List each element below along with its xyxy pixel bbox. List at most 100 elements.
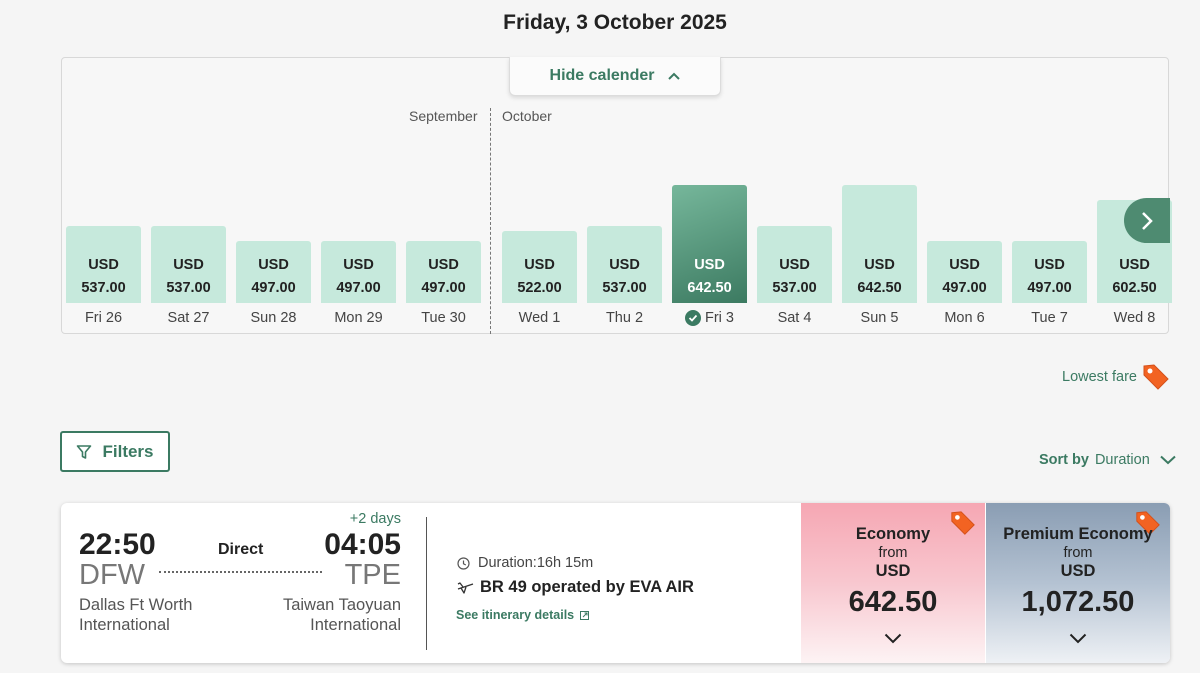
day-label-text: Wed 1 — [518, 310, 561, 326]
day-label[interactable]: Wed 8 — [1097, 310, 1172, 326]
chevron-up-icon — [668, 72, 681, 80]
day-label-text: Tue 7 — [1031, 310, 1068, 326]
lowest-fare-legend: Lowest fare — [1062, 362, 1171, 392]
day-label[interactable]: Fri 26 — [66, 310, 141, 326]
check-icon — [685, 310, 701, 326]
itinerary-details-link[interactable]: See itinerary details — [456, 608, 590, 622]
itinerary-link-label: See itinerary details — [456, 608, 575, 622]
fare-cabin: Economy — [855, 525, 931, 543]
bar-price: 537.00 — [81, 279, 126, 296]
price-bar[interactable]: USD 537.00 — [151, 225, 226, 303]
bar-price: 497.00 — [942, 280, 987, 296]
day-label[interactable]: Fri 3 — [672, 310, 747, 326]
day-label-text: Mon 6 — [944, 310, 985, 326]
operated-by: BR 49 operated by EVA AIR — [457, 578, 694, 597]
price-bar[interactable]: USD 642.50 — [672, 185, 747, 303]
bar-currency: USD — [258, 257, 289, 273]
hide-calendar-label: Hide calender — [549, 67, 655, 84]
day-label-text: Sun 28 — [250, 310, 297, 326]
chevron-down-icon — [1160, 455, 1176, 465]
fare-premium-economy[interactable]: Premium Economy from USD 1,072.50 — [986, 503, 1170, 663]
bar-currency: USD — [609, 256, 640, 273]
day-label-text: Sat 27 — [167, 310, 210, 326]
page-title: Friday, 3 October 2025 — [503, 11, 727, 34]
filters-label: Filters — [102, 441, 154, 461]
price-bar[interactable]: USD 537.00 — [757, 225, 832, 303]
arrival-code: TPE — [344, 559, 401, 591]
sort-value: Duration — [1094, 452, 1150, 468]
day-label-text: Fri 3 — [705, 310, 734, 326]
bar-currency: USD — [524, 256, 555, 273]
price-tag-icon — [951, 511, 975, 535]
arrival-airport-line1: Taiwan Taoyuan — [282, 596, 401, 614]
route-line — [159, 571, 322, 573]
day-label[interactable]: Sat 4 — [757, 310, 832, 326]
fare-price: 1,072.50 — [1021, 586, 1135, 618]
bar-currency: USD — [1034, 257, 1065, 273]
month-divider — [490, 108, 491, 334]
fare-economy[interactable]: Economy from USD 642.50 — [801, 503, 985, 663]
arrival-airport-line2: International — [310, 616, 401, 634]
chevron-down-icon — [1069, 633, 1087, 644]
day-label-text: Sat 4 — [777, 310, 812, 326]
lowest-fare-label: Lowest fare — [1062, 369, 1137, 385]
divider — [426, 517, 427, 650]
bar-price: 497.00 — [421, 280, 466, 296]
hide-calendar-button[interactable]: Hide calender — [509, 57, 721, 96]
month-label-september: September — [409, 108, 478, 124]
filter-icon — [77, 444, 92, 459]
fare-from: from — [1063, 545, 1093, 561]
departure-airport-line1: Dallas Ft Worth — [79, 596, 193, 614]
price-bar[interactable]: USD 537.00 — [66, 225, 141, 303]
day-label[interactable]: Sun 28 — [236, 310, 311, 326]
price-bar[interactable]: USD 642.50 — [842, 185, 917, 303]
day-label[interactable]: Sat 27 — [151, 310, 226, 326]
day-label-text: Fri 26 — [84, 310, 123, 326]
bar-currency: USD — [428, 257, 459, 273]
airplane-icon — [457, 581, 474, 594]
next-dates-button[interactable] — [1124, 198, 1170, 243]
price-bar[interactable]: USD 497.00 — [236, 241, 311, 303]
chevron-right-icon — [1142, 211, 1153, 230]
day-label[interactable]: Tue 7 — [1012, 310, 1087, 326]
bar-price: 602.50 — [1112, 279, 1157, 296]
day-offset: +2 days — [349, 511, 401, 527]
price-bar[interactable]: USD 497.00 — [321, 241, 396, 303]
bar-price: 497.00 — [336, 280, 381, 296]
price-bar[interactable]: USD 497.00 — [406, 241, 481, 303]
price-bar[interactable]: USD 522.00 — [502, 231, 577, 303]
day-label[interactable]: Mon 29 — [321, 310, 396, 326]
day-label-text: Wed 8 — [1113, 310, 1156, 326]
price-bar[interactable]: USD 537.00 — [587, 225, 662, 303]
day-label[interactable]: Mon 6 — [927, 310, 1002, 326]
external-link-icon — [580, 610, 590, 620]
clock-icon — [457, 556, 470, 570]
stops-label: Direct — [218, 541, 264, 558]
bar-price: 522.00 — [517, 279, 562, 296]
bar-price: 642.50 — [687, 280, 732, 296]
bar-price: 497.00 — [251, 280, 296, 296]
flight-card[interactable]: 22:50 DFW Direct +2 days 04:05 TPE Dalla… — [61, 503, 1170, 663]
filters-button[interactable]: Filters — [60, 431, 170, 472]
operated-by-text: BR 49 operated by EVA AIR — [480, 578, 694, 596]
bar-price: 537.00 — [772, 279, 817, 296]
fare-currency: USD — [875, 562, 911, 580]
bar-price: 642.50 — [857, 280, 902, 296]
bar-price: 537.00 — [166, 279, 211, 296]
departure-airport-line2: International — [79, 616, 170, 634]
duration-text: Duration:16h 15m — [478, 555, 594, 571]
month-label-october: October — [502, 108, 552, 124]
bar-currency: USD — [949, 257, 980, 273]
day-label[interactable]: Thu 2 — [587, 310, 662, 326]
day-label[interactable]: Sun 5 — [842, 310, 917, 326]
day-label-text: Mon 29 — [334, 310, 383, 326]
bar-currency: USD — [343, 257, 374, 273]
departure-airport: Dallas Ft Worth International — [79, 595, 192, 635]
price-bar[interactable]: USD 497.00 — [927, 241, 1002, 303]
sort-dropdown[interactable]: Sort by Duration — [1039, 452, 1176, 468]
day-label[interactable]: Tue 30 — [406, 310, 481, 326]
price-bar[interactable]: USD 497.00 — [1012, 241, 1087, 303]
fare-from: from — [878, 545, 908, 561]
day-label[interactable]: Wed 1 — [502, 310, 577, 326]
price-tag-icon — [1143, 364, 1169, 390]
